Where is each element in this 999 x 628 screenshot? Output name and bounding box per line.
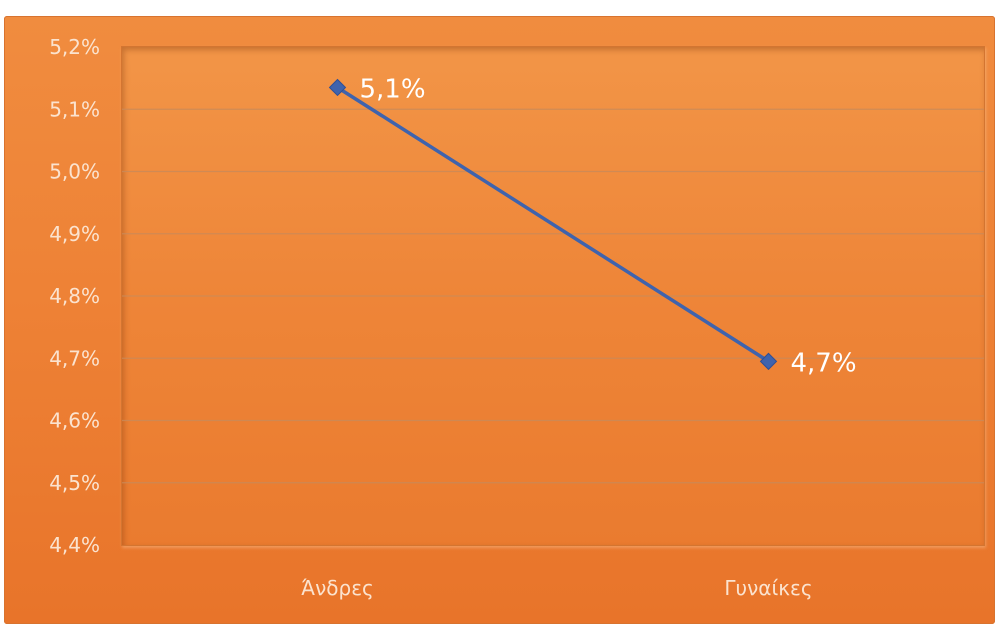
data-label: 5,1% [360,74,426,104]
y-tick-label: 4,4% [49,533,100,557]
y-tick-label: 5,2% [49,35,100,59]
y-tick-label: 4,8% [49,284,100,308]
y-tick-label: 4,6% [49,409,100,433]
y-tick-label: 5,0% [49,160,100,184]
x-category-label: Γυναίκες [724,576,812,600]
series-line [336,85,770,363]
y-tick-label: 5,1% [49,97,100,121]
x-category-label: Άνδρες [301,576,374,600]
data-point-marker [328,78,347,97]
y-tick-label: 4,7% [49,346,100,370]
y-tick-label: 4,5% [49,471,100,495]
data-point-marker [759,352,778,371]
y-tick-label: 4,9% [49,222,100,246]
data-label: 4,7% [791,348,857,378]
